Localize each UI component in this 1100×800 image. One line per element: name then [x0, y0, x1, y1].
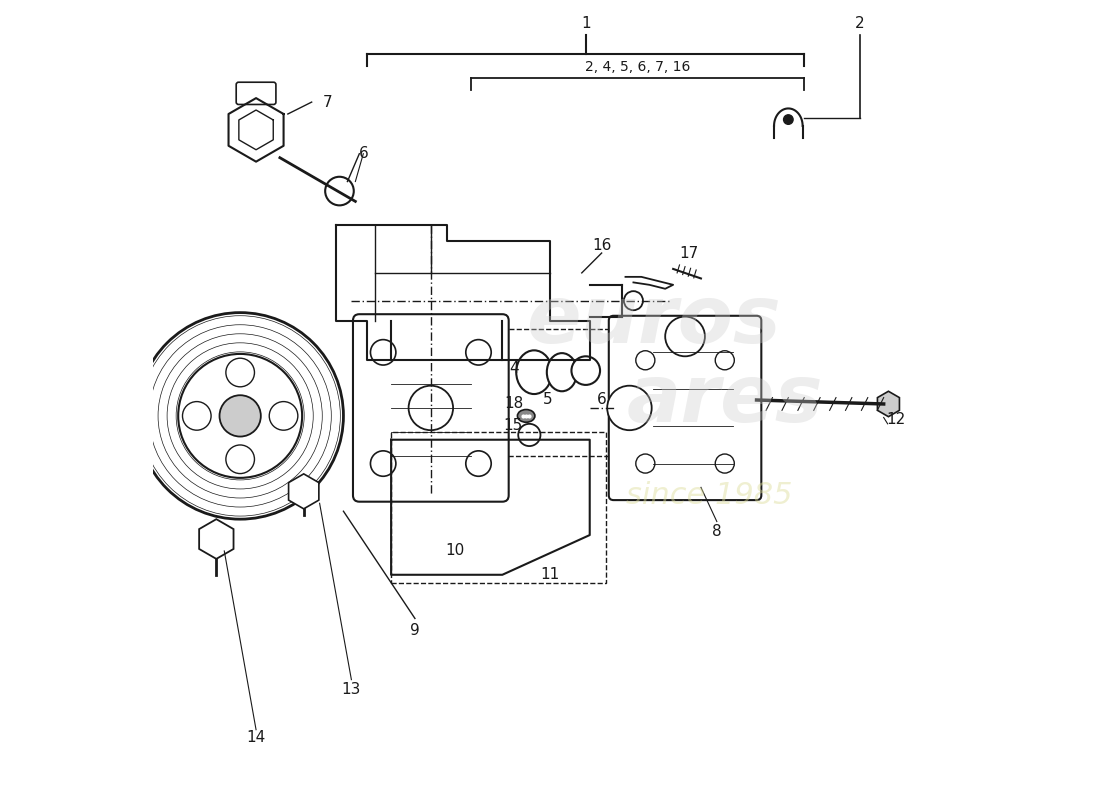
- Ellipse shape: [547, 353, 578, 391]
- Circle shape: [465, 451, 492, 476]
- Text: 13: 13: [342, 682, 361, 698]
- Text: 8: 8: [712, 523, 722, 538]
- Text: 2, 4, 5, 6, 7, 16: 2, 4, 5, 6, 7, 16: [585, 60, 690, 74]
- Bar: [392, 432, 606, 582]
- FancyBboxPatch shape: [608, 316, 761, 500]
- Text: 15: 15: [503, 418, 522, 433]
- Circle shape: [371, 340, 396, 365]
- Circle shape: [226, 445, 254, 474]
- Text: 16: 16: [592, 238, 612, 253]
- Circle shape: [408, 386, 453, 430]
- Circle shape: [178, 354, 303, 478]
- Text: 5: 5: [542, 393, 552, 407]
- Text: euros: euros: [526, 282, 781, 359]
- Circle shape: [666, 317, 705, 356]
- Circle shape: [220, 395, 261, 437]
- Circle shape: [636, 350, 654, 370]
- Circle shape: [270, 402, 298, 430]
- Text: 18: 18: [505, 397, 524, 411]
- Text: 6: 6: [359, 146, 369, 162]
- Text: 14: 14: [246, 730, 266, 745]
- Circle shape: [326, 177, 354, 206]
- Circle shape: [465, 340, 492, 365]
- Text: 1: 1: [581, 15, 591, 30]
- Circle shape: [518, 424, 540, 446]
- Ellipse shape: [516, 350, 552, 394]
- Circle shape: [183, 402, 211, 430]
- Circle shape: [226, 358, 254, 387]
- Text: 4: 4: [509, 361, 519, 376]
- Text: 12: 12: [886, 412, 905, 427]
- Text: 7: 7: [322, 94, 332, 110]
- Text: 6: 6: [597, 393, 606, 407]
- Text: 9: 9: [410, 623, 420, 638]
- Text: 17: 17: [680, 246, 698, 261]
- Circle shape: [715, 454, 735, 473]
- Circle shape: [607, 386, 651, 430]
- Circle shape: [636, 454, 654, 473]
- Circle shape: [624, 291, 642, 310]
- Circle shape: [136, 313, 343, 519]
- Text: ares: ares: [627, 361, 823, 439]
- Circle shape: [783, 114, 793, 124]
- Bar: [486, 329, 661, 456]
- Text: since 1985: since 1985: [626, 481, 792, 510]
- Text: 10: 10: [446, 543, 464, 558]
- Text: 11: 11: [540, 567, 560, 582]
- FancyBboxPatch shape: [236, 82, 276, 105]
- Ellipse shape: [517, 410, 535, 422]
- Circle shape: [715, 350, 735, 370]
- Text: 2: 2: [855, 15, 865, 30]
- FancyBboxPatch shape: [353, 314, 508, 502]
- Circle shape: [371, 451, 396, 476]
- Circle shape: [572, 356, 601, 385]
